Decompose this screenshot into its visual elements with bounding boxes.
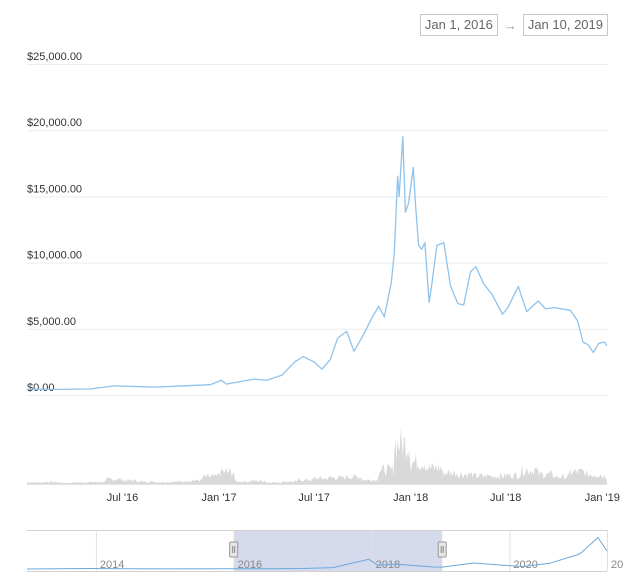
navigator-series bbox=[26, 536, 608, 570]
y-tick-label: $0.00 bbox=[27, 382, 55, 394]
x-tick-label: Jan '17 bbox=[202, 492, 237, 504]
x-tick-label: Jan '18 bbox=[393, 492, 428, 504]
date-from-input[interactable]: Jan 1, 2016 bbox=[419, 14, 498, 36]
navigator-tick-label: 2020 bbox=[513, 559, 537, 571]
volume-area bbox=[27, 428, 607, 484]
range-navigator[interactable]: 2014 2016 2018 2020 20 bbox=[26, 530, 623, 572]
volume-series bbox=[27, 428, 607, 484]
y-tick-label: $15,000.00 bbox=[27, 183, 82, 195]
price-series[interactable] bbox=[26, 136, 608, 391]
navigator-tick-label: 20 bbox=[611, 559, 623, 571]
y-tick-label: $25,000.00 bbox=[27, 51, 82, 63]
arrow-right-icon: → bbox=[503, 17, 517, 33]
date-range-picker: Jan 1, 2016 → Jan 10, 2019 bbox=[419, 14, 608, 36]
x-tick-label: Jul '16 bbox=[107, 492, 138, 504]
navigator-selection[interactable] bbox=[233, 530, 443, 571]
navigator-tick-label: 2014 bbox=[100, 559, 124, 571]
y-tick-label: $20,000.00 bbox=[27, 117, 82, 129]
navigator-tick-label: 2016 bbox=[238, 559, 262, 571]
y-axis-labels: $0.00 $5,000.00 $10,000.00 $15,000.00 $20,00… bbox=[27, 51, 82, 394]
y-tick-label: $5,000.00 bbox=[27, 316, 76, 328]
date-to-input[interactable]: Jan 10, 2019 bbox=[522, 14, 608, 36]
grid-lines bbox=[27, 64, 607, 485]
navigator-handle-right[interactable] bbox=[437, 541, 447, 558]
x-tick-label: Jul '18 bbox=[490, 492, 521, 504]
x-tick-label: Jan '19 bbox=[585, 492, 620, 504]
y-tick-label: $10,000.00 bbox=[27, 250, 82, 262]
navigator-handle-left[interactable] bbox=[229, 541, 239, 558]
x-tick-label: Jul '17 bbox=[298, 492, 329, 504]
x-axis-labels: Jul '16 Jan '17 Jul '17 Jan '18 Jul '18 Jan '… bbox=[107, 492, 620, 504]
price-line bbox=[26, 136, 608, 391]
